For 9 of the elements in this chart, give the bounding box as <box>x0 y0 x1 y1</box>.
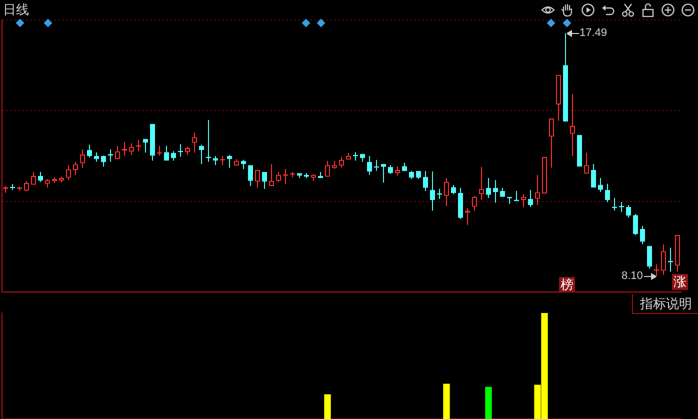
chart-title: 日线 <box>3 2 29 18</box>
bar <box>324 394 331 419</box>
annotation: 榜 <box>559 277 575 292</box>
text: 指标说明 <box>632 294 698 314</box>
annotation: 8.10 <box>622 270 643 283</box>
bar <box>443 384 450 419</box>
bar <box>485 386 492 419</box>
annotation: 17.49 <box>580 26 608 40</box>
annotation: 涨 <box>672 274 688 290</box>
